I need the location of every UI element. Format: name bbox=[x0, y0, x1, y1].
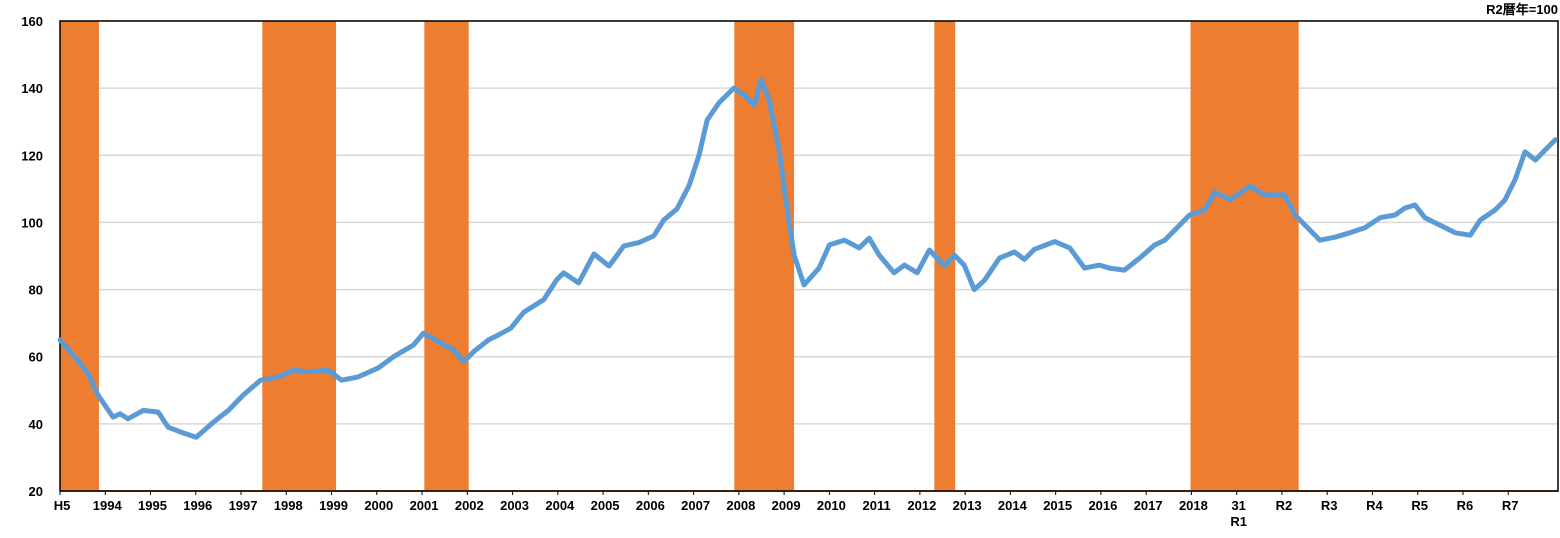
x-tick-label: 2008 bbox=[726, 498, 755, 513]
x-tick-label: 1995 bbox=[138, 498, 167, 513]
x-tick-label: 2013 bbox=[953, 498, 982, 513]
y-tick-label: 40 bbox=[29, 417, 43, 432]
x-tick-label: 2011 bbox=[863, 498, 891, 513]
shaded-range bbox=[934, 21, 956, 491]
x-tick-label: 2016 bbox=[1088, 498, 1117, 513]
x-tick-label: 2005 bbox=[591, 498, 620, 513]
shaded-range bbox=[424, 21, 469, 491]
x-tick-label: R3 bbox=[1321, 498, 1338, 513]
data-line bbox=[57, 77, 1558, 440]
x-tick-label: R5 bbox=[1411, 498, 1428, 513]
x-tick-label: R4 bbox=[1366, 498, 1383, 513]
x-tick-label: 2015 bbox=[1043, 498, 1072, 513]
shaded-range bbox=[1190, 21, 1299, 491]
x-tick-label: 1996 bbox=[183, 498, 212, 513]
x-tick-label: R2 bbox=[1276, 498, 1293, 513]
x-tick-label: 1998 bbox=[274, 498, 303, 513]
x-tick-label: 2012 bbox=[907, 498, 936, 513]
x-tick-label: H5 bbox=[54, 498, 71, 513]
x-tick-label: 2004 bbox=[545, 498, 575, 513]
x-tick-label: 1999 bbox=[319, 498, 348, 513]
y-tick-label: 60 bbox=[29, 350, 43, 365]
plot-frame bbox=[59, 20, 1559, 492]
x-tick-label: 2017 bbox=[1134, 498, 1163, 513]
unit-note: R2暦年=100 bbox=[1486, 2, 1558, 17]
x-tick-label: 2006 bbox=[636, 498, 665, 513]
x-tick-label: 2010 bbox=[817, 498, 846, 513]
x-tick-label: 2002 bbox=[455, 498, 484, 513]
y-tick-label: 20 bbox=[29, 484, 43, 499]
x-tick-label: 2003 bbox=[500, 498, 529, 513]
x-tick-label: 2014 bbox=[998, 498, 1028, 513]
y-tick-label: 140 bbox=[21, 81, 43, 96]
y-tick-label: 160 bbox=[21, 14, 43, 29]
y-tick-label: 100 bbox=[21, 215, 43, 230]
x-tick-label: 2009 bbox=[772, 498, 801, 513]
x-tick-label: 1997 bbox=[229, 498, 258, 513]
x-tick-label: R6 bbox=[1457, 498, 1474, 513]
shaded-range bbox=[734, 21, 795, 491]
shaded-range bbox=[262, 21, 337, 491]
x-tick-label: R7 bbox=[1502, 498, 1519, 513]
x-tick-label: 2007 bbox=[681, 498, 710, 513]
x-tick-label: 2018 bbox=[1179, 498, 1208, 513]
y-tick-label: 80 bbox=[29, 283, 43, 298]
x-tick-label: 2000 bbox=[364, 498, 393, 513]
x-tick-label: 31 R1 bbox=[1230, 498, 1247, 529]
y-tick-label: 120 bbox=[21, 148, 43, 163]
x-tick-label: 2001 bbox=[410, 498, 439, 513]
x-tick-label: 1994 bbox=[93, 498, 123, 513]
shaded-range bbox=[60, 21, 99, 491]
